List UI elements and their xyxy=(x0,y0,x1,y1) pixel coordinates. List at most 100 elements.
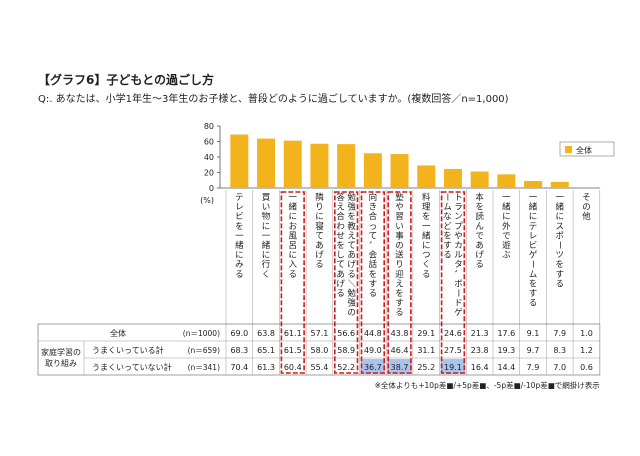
category-label-char: 隣 xyxy=(315,192,324,203)
bar xyxy=(310,143,329,188)
table-cell-value: 29.1 xyxy=(417,329,435,338)
chart-title: 【グラフ6】子どもとの過ごし方 xyxy=(38,73,214,87)
table-cell-value: 7.0 xyxy=(553,363,566,372)
bar xyxy=(443,168,462,188)
table-cell-value: 61.3 xyxy=(257,363,275,372)
category-label-char: 本 xyxy=(475,192,484,203)
table-cell-value: 52.2 xyxy=(337,363,355,372)
category-label-char: あ xyxy=(475,241,484,251)
category-label-char: き xyxy=(369,203,378,213)
category-label-char: の xyxy=(347,308,356,318)
category-label-char: す xyxy=(443,241,452,251)
category-label-char: 話 xyxy=(369,259,378,270)
category-label-char: レ xyxy=(529,231,538,241)
category-label-char: え xyxy=(347,231,356,241)
category-label-char: て xyxy=(347,241,356,251)
category-label-char: ど xyxy=(443,222,452,232)
table-cell-value: 69.0 xyxy=(230,329,248,338)
bar xyxy=(283,140,302,188)
legend-swatch xyxy=(565,146,572,153)
category-label-char: の xyxy=(395,241,404,251)
category-label-char: を xyxy=(235,222,244,232)
category-label-char: 習 xyxy=(395,212,404,222)
bar xyxy=(257,138,276,188)
category-label-char: て xyxy=(315,231,324,241)
category-label-char: 呂 xyxy=(288,241,297,251)
category-label-char: 寝 xyxy=(315,221,324,232)
row-label: うまくいっていない計 xyxy=(92,362,172,372)
category-label-char: く xyxy=(262,270,271,280)
category-label-char: カ xyxy=(454,241,463,251)
category-label-char: い xyxy=(262,203,271,213)
category-label-char: を xyxy=(422,212,431,222)
category-label-char: 物 xyxy=(262,211,271,222)
category-label-char: テ xyxy=(529,222,538,232)
highlight-box xyxy=(440,191,466,374)
table-cell-value: 58.0 xyxy=(311,346,329,355)
y-tick-label: 40 xyxy=(204,153,214,162)
bar xyxy=(470,171,489,188)
category-label-char: ス xyxy=(555,222,564,232)
category-label-char: え xyxy=(395,279,404,289)
category-label-char: 会 xyxy=(369,250,378,261)
category-label-char: し xyxy=(336,251,345,261)
highlight-box xyxy=(333,191,359,374)
legend-box xyxy=(559,141,615,157)
category-label-char: ビ xyxy=(529,241,538,251)
category-label-char: を xyxy=(395,289,404,299)
category-label-char: 緒 xyxy=(502,202,511,213)
category-label-char: を xyxy=(336,241,345,251)
category-label-char: ー xyxy=(441,193,451,202)
category-label-char: タ xyxy=(454,260,463,270)
category-label-char: 勉 xyxy=(347,288,356,299)
table-cell-value: 17.6 xyxy=(497,329,515,338)
category-label-char: 一 xyxy=(262,231,271,241)
category-label-char: す xyxy=(369,279,378,289)
category-label-char: に xyxy=(315,212,324,222)
category-label-char: を xyxy=(347,212,356,222)
table-cell-value: 19.1 xyxy=(444,363,462,372)
category-label-char: げ xyxy=(347,260,356,270)
category-label-char: く xyxy=(422,260,431,270)
highlight-box xyxy=(360,191,386,374)
table-cell-value: 49.0 xyxy=(364,346,382,355)
y-tick-label: 0 xyxy=(209,184,214,193)
highlight-cell xyxy=(440,359,466,374)
y-tick-label: 80 xyxy=(204,122,214,131)
category-label-char: 合 xyxy=(336,211,345,222)
table-cell-value: 7.9 xyxy=(527,363,540,372)
category-label-char: 風 xyxy=(288,231,297,241)
category-label-char: 向 xyxy=(369,192,378,203)
category-label-char: で xyxy=(475,231,484,241)
bar xyxy=(550,181,569,188)
table-cell-value: 24.6 xyxy=(444,329,462,338)
table-cell-value: 63.8 xyxy=(257,329,275,338)
category-label-char: す xyxy=(555,270,564,280)
category-label-char: 行 xyxy=(262,259,271,270)
category-label-char: 一 xyxy=(555,193,564,203)
category-label-char: げ xyxy=(315,251,324,261)
table-cell-value: 44.8 xyxy=(364,329,382,338)
category-label-char: を xyxy=(475,203,484,213)
category-label-char: 緒 xyxy=(529,202,538,213)
category-label-char: 勉 xyxy=(347,192,356,203)
category-label-char: 理 xyxy=(422,203,431,213)
category-label-char: 迎 xyxy=(395,269,404,280)
category-label-char: わ xyxy=(336,222,345,232)
question-text: Q:. あなたは、小学1年生～3年生のお子様と、普段どのように過ごしていますか。… xyxy=(38,94,509,105)
table-cell-value: 55.4 xyxy=(311,363,329,372)
table-cell-value: 46.4 xyxy=(391,346,409,355)
bar xyxy=(390,154,409,188)
row-n-label: (n＝1000) xyxy=(183,329,220,338)
category-label-char: お xyxy=(288,222,297,232)
category-label-char: ラ xyxy=(454,203,463,213)
category-label-char: レ xyxy=(235,203,244,213)
row-n-label: (n＝659) xyxy=(188,346,220,355)
category-label-char: や xyxy=(395,203,404,213)
category-label-char: る xyxy=(288,270,297,280)
category-label-char: 塾 xyxy=(395,192,404,203)
category-label-char: ん xyxy=(475,222,484,232)
category-label-char: え xyxy=(336,203,345,213)
category-label-char: 料 xyxy=(422,192,431,203)
table-cell-value: 9.1 xyxy=(527,329,540,338)
